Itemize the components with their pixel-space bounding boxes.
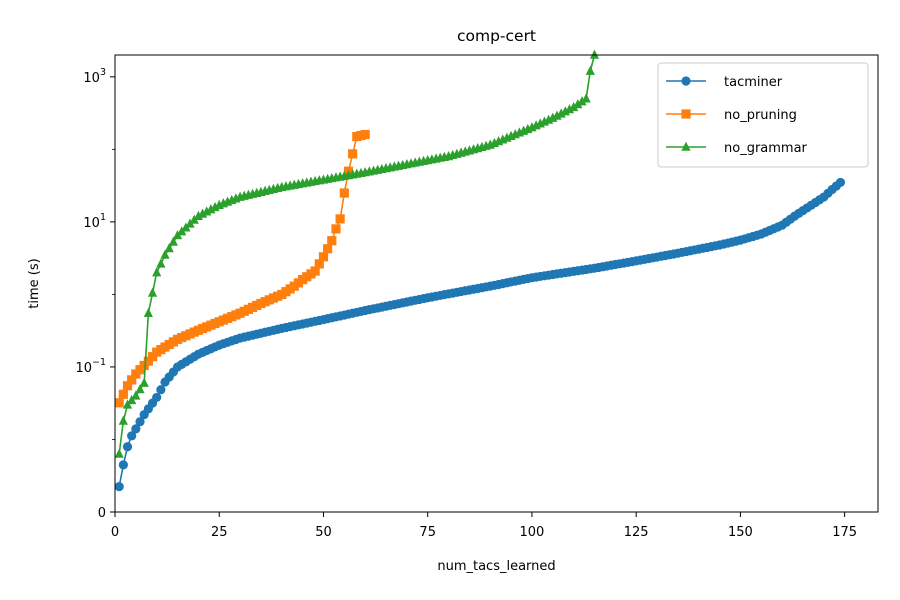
data-point <box>164 243 174 253</box>
legend-box <box>657 62 869 168</box>
series-tacminer <box>114 177 846 492</box>
data-point <box>114 482 124 492</box>
data-point <box>118 389 128 399</box>
data-point <box>127 375 137 385</box>
x-tick-label: 50 <box>315 525 332 540</box>
data-point <box>122 381 133 391</box>
y-tick-label: 0 <box>98 506 106 521</box>
legend-item: no_grammar <box>666 141 808 156</box>
data-point <box>143 307 153 318</box>
y-tick-label: 10−1 <box>75 357 106 376</box>
data-point <box>585 65 595 75</box>
legend-item: no_pruning <box>666 108 797 123</box>
legend-label: no_grammar <box>724 141 808 156</box>
data-point <box>118 460 128 470</box>
data-point <box>152 392 162 403</box>
x-axis-label: num_tacs_learned <box>437 559 555 574</box>
x-tick-label: 175 <box>832 525 857 540</box>
data-point <box>314 259 324 269</box>
data-point <box>152 267 162 277</box>
data-point <box>168 236 178 246</box>
data-point <box>573 99 583 109</box>
x-tick-label: 75 <box>419 525 436 540</box>
data-point <box>160 249 170 259</box>
legend-label: no_pruning <box>724 108 797 123</box>
data-point <box>118 415 128 425</box>
axes: 0 25 50 75 100 125 150 175 0 10−1 101 103 <box>75 67 857 540</box>
series-line <box>118 181 841 487</box>
data-point <box>323 244 333 254</box>
data-point <box>331 224 341 234</box>
x-tick-label: 25 <box>211 525 228 540</box>
data-point <box>122 442 133 452</box>
data-point <box>310 266 320 276</box>
y-axis-label: time (s) <box>27 258 42 308</box>
data-point <box>114 448 124 458</box>
data-point <box>360 129 370 140</box>
y-tick-label: 103 <box>83 67 106 86</box>
data-point <box>589 49 600 59</box>
data-point <box>114 398 124 408</box>
y-tick-label: 101 <box>83 212 106 231</box>
x-tick-label: 150 <box>728 525 753 540</box>
data-point <box>135 417 145 427</box>
x-tick-label: 100 <box>520 525 545 540</box>
series-line <box>118 54 596 455</box>
data-point <box>127 431 137 441</box>
chart-title: comp-cert <box>457 27 536 45</box>
data-point <box>131 390 141 400</box>
data-point <box>131 424 141 434</box>
data-point <box>569 101 579 112</box>
legend-item: tacminer <box>666 75 783 90</box>
x-tick-label: 0 <box>111 525 119 540</box>
data-point <box>348 149 358 159</box>
series-no_grammar <box>114 49 600 458</box>
axes-frame <box>114 54 879 513</box>
x-tick-label: 125 <box>624 525 649 540</box>
data-point <box>577 96 587 106</box>
data-point <box>156 258 166 268</box>
legend-marker <box>681 141 691 151</box>
data-point <box>139 377 149 387</box>
legend-marker <box>681 109 691 119</box>
legend-marker <box>681 76 691 86</box>
data-point <box>339 188 349 198</box>
plot-area <box>114 49 846 492</box>
data-point <box>335 214 345 224</box>
data-point <box>835 177 846 188</box>
legend-label: tacminer <box>724 75 783 90</box>
data-point <box>581 93 591 103</box>
legend: tacminer no_pruning no_grammar <box>657 62 869 168</box>
data-point <box>135 384 145 394</box>
data-point <box>318 252 329 262</box>
data-point <box>327 236 337 246</box>
series-no_pruning <box>114 129 370 408</box>
data-point <box>147 287 158 297</box>
data-point <box>156 385 166 395</box>
